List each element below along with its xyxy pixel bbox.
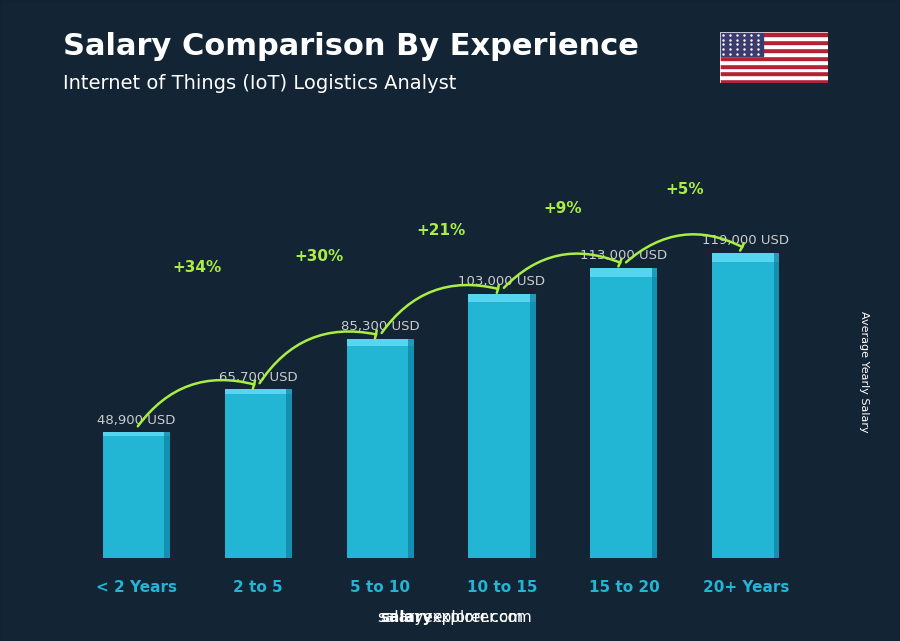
Text: 113,000 USD: 113,000 USD bbox=[580, 249, 668, 262]
Text: < 2 Years: < 2 Years bbox=[95, 580, 176, 595]
Bar bbox=[720, 60, 828, 63]
Bar bbox=[712, 253, 779, 262]
Text: 65,700 USD: 65,700 USD bbox=[219, 370, 297, 383]
Text: Average Yearly Salary: Average Yearly Salary bbox=[859, 311, 869, 433]
Text: 103,000 USD: 103,000 USD bbox=[458, 275, 545, 288]
Bar bbox=[720, 67, 828, 72]
FancyBboxPatch shape bbox=[165, 432, 170, 558]
Text: 2 to 5: 2 to 5 bbox=[233, 580, 283, 595]
Bar bbox=[720, 72, 828, 76]
Bar bbox=[720, 32, 763, 56]
Bar bbox=[712, 253, 779, 558]
Bar bbox=[720, 52, 828, 56]
Text: 5 to 10: 5 to 10 bbox=[350, 580, 410, 595]
FancyBboxPatch shape bbox=[286, 389, 292, 558]
Text: +34%: +34% bbox=[173, 260, 221, 275]
Bar bbox=[225, 389, 292, 394]
FancyBboxPatch shape bbox=[409, 339, 414, 558]
Bar bbox=[103, 432, 170, 436]
Text: 20+ Years: 20+ Years bbox=[703, 580, 789, 595]
Text: +21%: +21% bbox=[417, 223, 465, 238]
Bar bbox=[720, 63, 828, 67]
Bar bbox=[720, 40, 828, 44]
Text: Salary Comparison By Experience: Salary Comparison By Experience bbox=[63, 32, 639, 61]
Bar bbox=[468, 294, 536, 558]
Text: +5%: +5% bbox=[666, 182, 704, 197]
Bar bbox=[590, 268, 657, 277]
FancyBboxPatch shape bbox=[652, 268, 657, 558]
Bar bbox=[720, 48, 828, 52]
FancyBboxPatch shape bbox=[530, 294, 536, 558]
Text: Internet of Things (IoT) Logistics Analyst: Internet of Things (IoT) Logistics Analy… bbox=[63, 74, 456, 93]
Bar bbox=[720, 76, 828, 79]
Bar bbox=[720, 56, 828, 60]
Bar bbox=[346, 339, 414, 345]
Bar bbox=[590, 268, 657, 558]
Text: explorer.com: explorer.com bbox=[432, 610, 532, 625]
Bar bbox=[103, 432, 170, 558]
Text: +30%: +30% bbox=[294, 249, 344, 264]
Bar bbox=[468, 294, 536, 301]
Text: 85,300 USD: 85,300 USD bbox=[341, 320, 419, 333]
Text: salaryexplorer.com: salaryexplorer.com bbox=[377, 610, 523, 625]
FancyBboxPatch shape bbox=[774, 253, 779, 558]
Bar bbox=[225, 389, 292, 558]
Text: salary: salary bbox=[380, 610, 432, 625]
Text: 15 to 20: 15 to 20 bbox=[589, 580, 660, 595]
Text: 119,000 USD: 119,000 USD bbox=[702, 234, 789, 247]
Bar bbox=[720, 44, 828, 48]
Bar bbox=[346, 339, 414, 558]
Text: 10 to 15: 10 to 15 bbox=[467, 580, 537, 595]
Bar bbox=[720, 32, 828, 36]
Text: +9%: +9% bbox=[544, 201, 582, 215]
Bar bbox=[720, 36, 828, 40]
Bar bbox=[720, 79, 828, 83]
Text: 48,900 USD: 48,900 USD bbox=[97, 413, 176, 427]
